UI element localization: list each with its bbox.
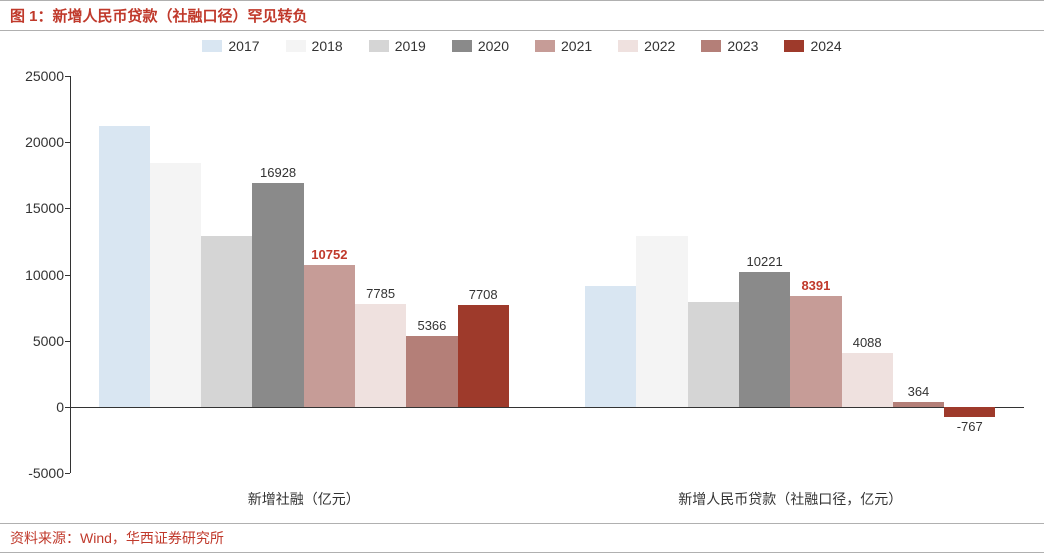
legend-label: 2017 xyxy=(228,38,259,54)
y-tick-label: 15000 xyxy=(25,200,70,216)
legend-item: 2018 xyxy=(286,38,343,54)
legend-swatch xyxy=(618,40,638,52)
legend-label: 2018 xyxy=(312,38,343,54)
bar-value-label: -767 xyxy=(957,419,983,434)
legend-label: 2023 xyxy=(727,38,758,54)
bar xyxy=(406,336,457,407)
bar xyxy=(739,272,790,407)
legend-label: 2020 xyxy=(478,38,509,54)
legend-label: 2019 xyxy=(395,38,426,54)
bar xyxy=(893,402,944,407)
plot-region: -50000500010000150002000025000新增社融（亿元）16… xyxy=(70,76,1024,473)
y-tick-label: -5000 xyxy=(28,465,70,481)
bar xyxy=(636,236,687,407)
bar-value-label: 364 xyxy=(908,384,930,399)
legend-item: 2024 xyxy=(784,38,841,54)
category-label: 新增社融（亿元） xyxy=(248,489,360,509)
bar xyxy=(252,183,303,407)
bar-value-label: 7785 xyxy=(366,286,395,301)
x-axis-zero-line xyxy=(70,407,1024,408)
bar xyxy=(304,265,355,407)
chart-source: 资料来源：Wind，华西证券研究所 xyxy=(0,523,1044,553)
bar xyxy=(688,302,739,407)
legend-swatch xyxy=(286,40,306,52)
bar-value-label: 10221 xyxy=(747,254,783,269)
y-tick-label: 5000 xyxy=(33,333,70,349)
bar-value-label: 7708 xyxy=(469,287,498,302)
legend-swatch xyxy=(784,40,804,52)
bar xyxy=(944,407,995,417)
legend-item: 2021 xyxy=(535,38,592,54)
bar-value-label: 16928 xyxy=(260,165,296,180)
bar xyxy=(585,286,636,406)
bar-value-label: 10752 xyxy=(311,247,347,262)
y-tick-label: 10000 xyxy=(25,267,70,283)
legend-item: 2020 xyxy=(452,38,509,54)
bar xyxy=(458,305,509,407)
legend-label: 2024 xyxy=(810,38,841,54)
bar xyxy=(201,236,252,407)
bar xyxy=(355,304,406,407)
y-tick-label: 20000 xyxy=(25,134,70,150)
legend-swatch xyxy=(535,40,555,52)
legend-item: 2023 xyxy=(701,38,758,54)
y-tick-label: 25000 xyxy=(25,68,70,84)
bar-value-label: 4088 xyxy=(853,335,882,350)
y-axis xyxy=(70,76,71,473)
bar-value-label: 5366 xyxy=(417,318,446,333)
legend-swatch xyxy=(452,40,472,52)
bar-value-label: 8391 xyxy=(801,278,830,293)
chart-title: 图 1：新增人民币贷款（社融口径）罕见转负 xyxy=(0,0,1044,31)
bar xyxy=(99,126,150,407)
y-tick-label: 0 xyxy=(56,399,70,415)
chart-area: 20172018201920202021202220232024 -500005… xyxy=(0,30,1044,523)
bar xyxy=(150,163,201,406)
legend-label: 2021 xyxy=(561,38,592,54)
legend-swatch xyxy=(701,40,721,52)
legend-item: 2017 xyxy=(202,38,259,54)
legend-swatch xyxy=(369,40,389,52)
category-label: 新增人民币贷款（社融口径，亿元） xyxy=(678,489,902,509)
legend-item: 2019 xyxy=(369,38,426,54)
bar xyxy=(842,353,893,407)
legend-swatch xyxy=(202,40,222,52)
legend-item: 2022 xyxy=(618,38,675,54)
bar xyxy=(790,296,841,407)
legend-label: 2022 xyxy=(644,38,675,54)
legend: 2017 2018 2019 2020 2021 2022 2023 2024 xyxy=(0,38,1044,54)
